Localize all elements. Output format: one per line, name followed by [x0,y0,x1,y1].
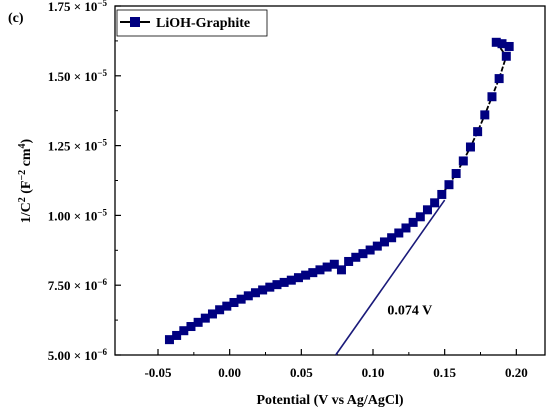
data-point [236,294,246,304]
legend-label: LiOH-Graphite [156,16,250,31]
data-point [458,156,468,166]
y-tick-label: 1.00 × 10−5 [48,207,108,223]
data-point [422,205,432,215]
data-point [229,298,239,308]
data-point [372,241,382,251]
data-point [329,259,339,269]
data-point [179,326,189,336]
x-tick-label: 0.20 [505,365,528,380]
data-point [344,256,354,266]
data-point [494,74,504,84]
data-point [200,313,210,323]
data-point [222,301,232,311]
data-point [365,245,375,255]
y-tick-label: 1.25 × 10−5 [48,138,108,154]
data-point [215,305,225,315]
y-tick-label: 1.75 × 10−5 [48,0,108,14]
data-point [250,288,260,298]
data-point [322,262,332,272]
x-tick-label: 0.00 [218,365,241,380]
data-point [408,217,418,227]
data-point [480,110,490,120]
data-point [315,265,325,275]
data-point [387,233,397,243]
data-point [465,142,475,152]
series-markers [164,37,514,345]
y-tick-label: 5.00 × 10−6 [48,347,108,363]
data-point [358,249,368,259]
series-line [169,40,510,341]
data-point [351,252,361,262]
data-point [265,282,275,292]
legend-marker [130,17,140,27]
data-point [193,317,203,327]
data-point [401,223,411,233]
x-axis: -0.05 0.00 0.05 0.10 0.15 0.20 [144,349,528,380]
data-point [497,39,507,49]
fit-line [335,199,446,356]
data-point [164,335,174,345]
y-tick-label: 7.50 × 10−6 [48,277,108,293]
x-axis-title: Potential (V vs Ag/AgCl) [256,393,403,408]
data-point [473,127,483,137]
y-axis: 5.00 × 10−6 7.50 × 10−6 1.00 × 10−5 1.25 × … [48,0,121,363]
data-point [444,180,454,190]
data-point [415,212,425,222]
data-point [504,41,514,51]
data-point [243,291,253,301]
data-point [394,228,404,238]
data-point [186,322,196,332]
annotation-0074v: 0.074 V [387,304,432,319]
x-tick-label: 0.10 [362,365,385,380]
data-point [207,309,217,319]
data-point [272,280,282,290]
data-point [430,198,440,208]
data-point [491,37,501,47]
data-point [451,169,461,179]
data-point [487,92,497,102]
data-point [308,268,318,278]
data-point [172,330,182,340]
y-tick-label: 1.50 × 10−5 [48,68,108,84]
data-point [293,273,303,283]
data-point [501,51,511,61]
panel-label: (c) [8,11,24,26]
x-tick-label: -0.05 [144,365,172,380]
data-point [379,237,389,247]
data-point [279,277,289,287]
data-point [336,265,346,275]
plot-frame [114,5,546,356]
x-tick-label: 0.05 [290,365,313,380]
data-point [301,270,311,280]
data-point [286,275,296,285]
data-point [437,189,447,199]
data-point [258,285,268,295]
legend: LiOH-Graphite [116,9,268,37]
y-axis-title: 1/C2 (F−2 cm4) [17,138,35,223]
x-tick-label: 0.15 [433,365,456,380]
